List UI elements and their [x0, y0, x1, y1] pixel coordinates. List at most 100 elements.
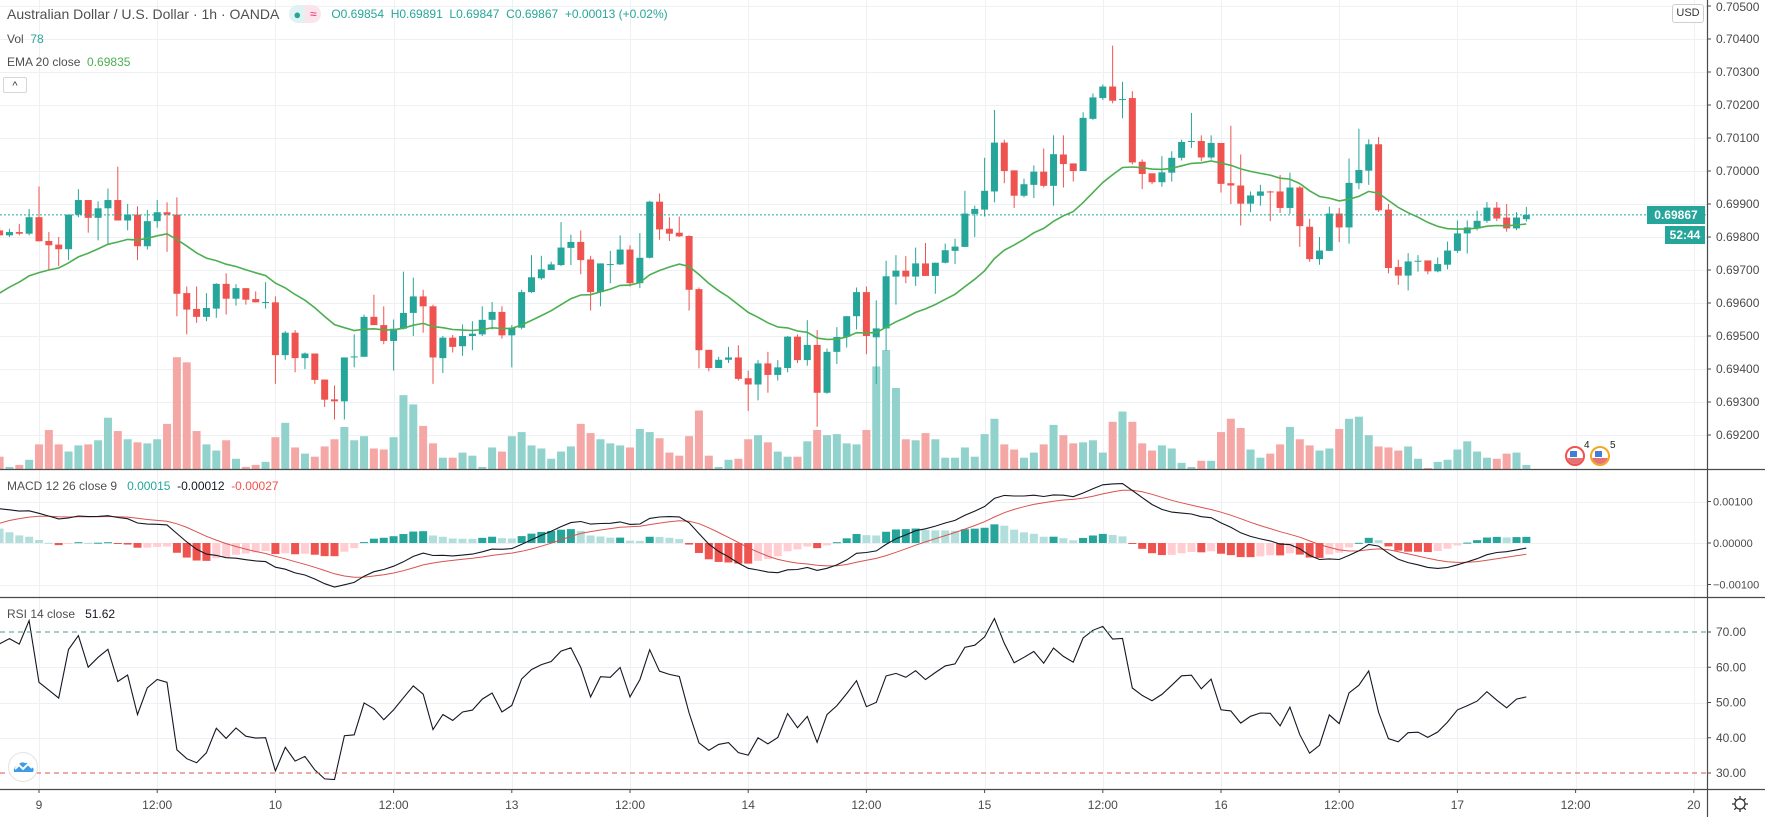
candle-body	[1109, 86, 1117, 101]
candle-body	[803, 344, 811, 361]
macd-histogram-bar	[1443, 543, 1452, 549]
currency-button[interactable]: USD	[1672, 4, 1704, 23]
candle-body	[882, 276, 890, 329]
macd-axis-label: 0.00100	[1713, 497, 1753, 509]
ohlc-close: C0.69867	[506, 7, 559, 21]
volume-bar	[281, 422, 290, 469]
candle	[675, 216, 683, 237]
candle-body	[291, 332, 299, 359]
macd-histogram-bar	[813, 543, 822, 549]
candle-body	[1227, 183, 1235, 186]
volume-bar	[1285, 426, 1294, 469]
candle	[399, 271, 407, 330]
volume-bar	[468, 455, 477, 469]
plot-area	[0, 45, 1531, 781]
volume-bar	[941, 457, 950, 469]
candle	[134, 206, 141, 261]
candle	[1138, 159, 1146, 190]
rsi-legend-value: 51.62	[85, 607, 116, 621]
volume-bar	[419, 425, 428, 469]
volume-bar	[222, 440, 231, 469]
candle-body	[439, 337, 447, 359]
candle	[45, 232, 53, 270]
us-flag-event-icon[interactable]	[1590, 446, 1610, 466]
candle	[1069, 163, 1077, 182]
volume-bar	[310, 456, 319, 469]
candle-body	[547, 264, 555, 270]
candle-body	[1434, 264, 1442, 272]
candle	[961, 190, 969, 247]
volume-bar	[320, 446, 329, 469]
macd-histogram-bar	[635, 540, 644, 543]
candle	[833, 327, 841, 365]
candle	[656, 193, 664, 240]
candle	[1089, 93, 1097, 120]
candle-body	[725, 357, 732, 360]
volume-bar	[1207, 460, 1216, 469]
macd-histogram-bar	[261, 543, 270, 552]
candle-body	[1187, 140, 1195, 142]
candle	[468, 321, 476, 351]
macd-histogram-bar	[1305, 543, 1314, 558]
candle-body	[1513, 217, 1520, 229]
cloud-logo-icon	[13, 762, 34, 772]
macd-histogram-bar	[773, 543, 782, 557]
candle-body	[922, 263, 929, 276]
macd-histogram-bar	[163, 543, 172, 547]
macd-histogram-bar	[44, 542, 53, 544]
macd-histogram-bar	[153, 543, 162, 547]
macd-histogram-bar	[379, 537, 388, 543]
candle	[163, 202, 171, 252]
symbol-title[interactable]: Australian Dollar / U.S. Dollar · 1h · O…	[7, 6, 280, 22]
candle	[744, 370, 752, 411]
volume-legend[interactable]: Vol 78	[7, 32, 44, 46]
candle-body	[695, 289, 703, 351]
candle-body	[1296, 187, 1304, 227]
candle-body	[1158, 172, 1166, 183]
us-flag-event-icon[interactable]	[1565, 446, 1585, 466]
candle-body	[518, 292, 526, 328]
volume-bar	[586, 433, 595, 469]
candle	[606, 250, 614, 284]
volume-bar	[527, 445, 536, 469]
tradingview-logo[interactable]	[8, 752, 38, 782]
volume-bar	[1394, 450, 1403, 469]
candle	[1444, 241, 1452, 270]
macd-legend[interactable]: MACD 12 26 close 9 0.00015 -0.00012 -0.0…	[7, 479, 279, 493]
candle	[705, 349, 713, 372]
volume-bar	[626, 447, 634, 469]
macd-histogram-bar	[360, 542, 369, 544]
volume-bar	[399, 395, 408, 469]
volume-bar	[1217, 432, 1225, 469]
candle-body	[419, 296, 427, 307]
candle-body	[862, 292, 870, 336]
time-axis-label: 12:00	[1561, 798, 1591, 812]
macd-histogram-bar	[1276, 543, 1285, 556]
candle	[242, 288, 250, 305]
price-axis-label: 0.69500	[1716, 329, 1760, 343]
candle-body	[754, 363, 762, 385]
market-status-pill[interactable]: ● ≈	[289, 5, 322, 23]
collapse-legend-button[interactable]: ^	[3, 77, 27, 93]
market-open-dot-icon: ●	[289, 5, 306, 23]
volume-bar	[566, 446, 575, 469]
candle	[951, 238, 959, 265]
rsi-legend[interactable]: RSI 14 close 51.62	[7, 607, 115, 621]
candle	[1325, 206, 1333, 251]
candle	[547, 261, 555, 270]
macd-histogram-bar	[527, 533, 536, 543]
candle-body	[281, 332, 289, 356]
ema-legend-label: EMA 20 close	[7, 55, 81, 69]
candle	[1050, 135, 1058, 206]
macd-histogram-bar	[537, 531, 546, 543]
macd-histogram-bar	[606, 537, 615, 543]
volume-bar	[172, 357, 181, 469]
settings-gear-icon[interactable]	[1731, 795, 1749, 813]
volume-bar	[507, 436, 516, 469]
ema-legend[interactable]: EMA 20 close 0.69835	[7, 55, 130, 69]
volume-bar	[911, 440, 920, 469]
candle	[1059, 135, 1067, 188]
candle	[695, 287, 703, 369]
time-axis-label: 12:00	[851, 798, 881, 812]
